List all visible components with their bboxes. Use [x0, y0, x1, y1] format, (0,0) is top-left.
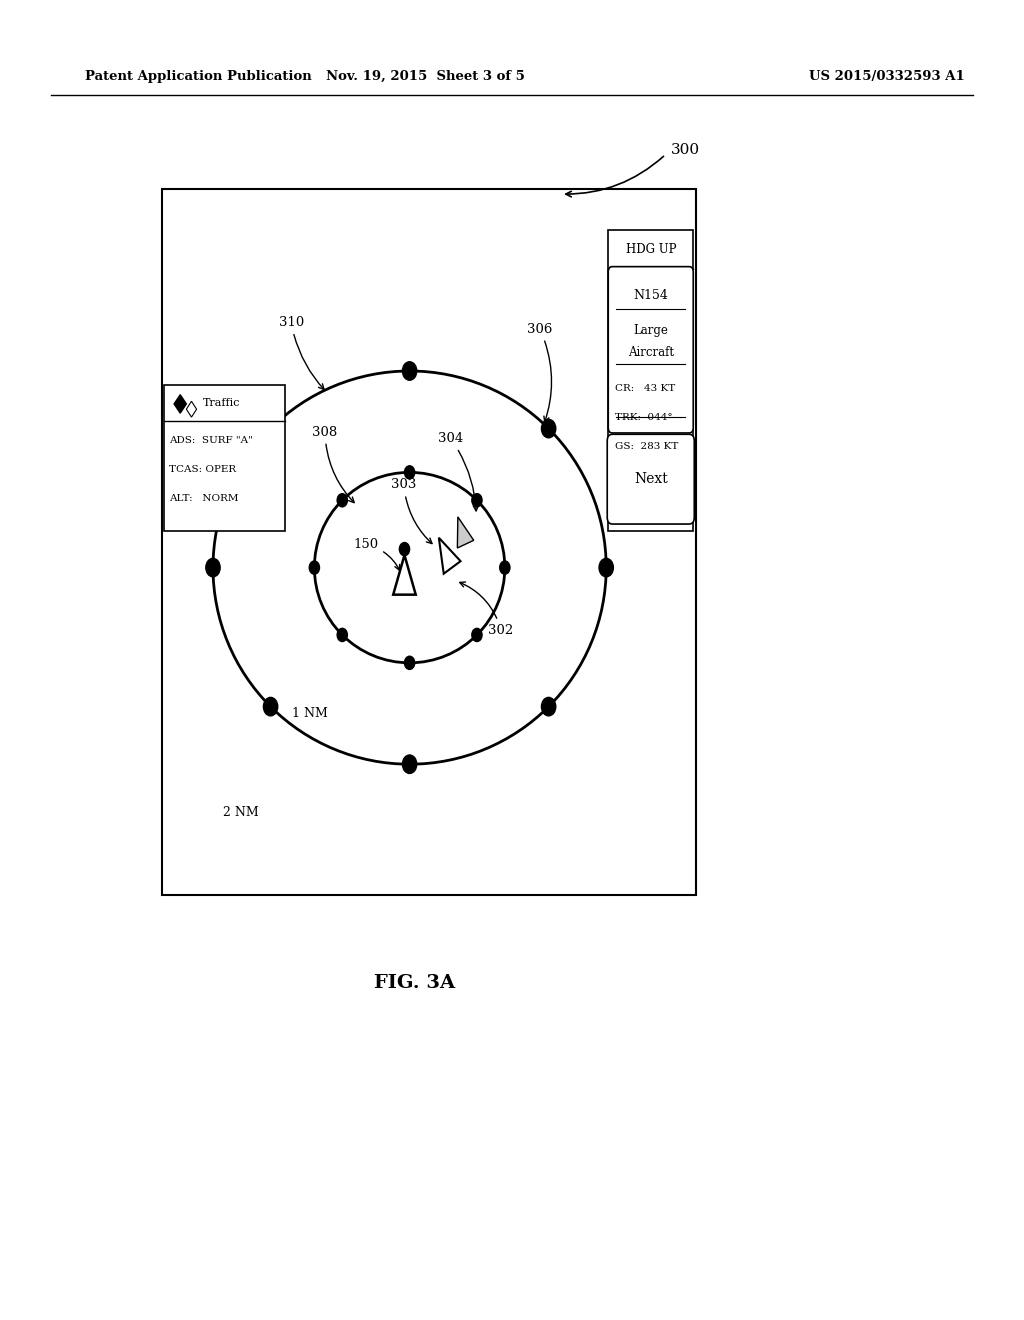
Circle shape	[309, 561, 319, 574]
Text: ADS:  SURF "A": ADS: SURF "A"	[169, 437, 253, 445]
FancyBboxPatch shape	[607, 434, 694, 524]
Circle shape	[404, 466, 415, 479]
Text: 302: 302	[460, 582, 514, 636]
Text: Patent Application Publication: Patent Application Publication	[85, 70, 311, 83]
Bar	[162, 189, 696, 895]
Circle shape	[402, 362, 417, 380]
Circle shape	[404, 656, 415, 669]
Circle shape	[472, 628, 482, 642]
Circle shape	[472, 494, 482, 507]
Circle shape	[206, 558, 220, 577]
Text: Nov. 19, 2015  Sheet 3 of 5: Nov. 19, 2015 Sheet 3 of 5	[326, 70, 524, 83]
Text: US 2015/0332593 A1: US 2015/0332593 A1	[809, 70, 965, 83]
Text: 306: 306	[527, 322, 553, 422]
Circle shape	[263, 697, 278, 715]
Text: 2 NM: 2 NM	[223, 805, 259, 818]
Text: HDG UP: HDG UP	[626, 243, 676, 256]
Text: 310: 310	[279, 315, 324, 389]
Text: FIG. 3A: FIG. 3A	[374, 974, 456, 993]
Polygon shape	[174, 395, 186, 413]
Text: 308: 308	[312, 425, 354, 503]
Text: TRK:  044°: TRK: 044°	[615, 413, 673, 421]
Text: N154: N154	[633, 289, 669, 302]
FancyBboxPatch shape	[608, 267, 693, 433]
Circle shape	[399, 543, 410, 556]
Text: 304: 304	[438, 432, 478, 511]
Text: Next: Next	[634, 473, 668, 486]
Circle shape	[599, 558, 613, 577]
Bar	[164, 385, 285, 531]
Circle shape	[263, 420, 278, 438]
Circle shape	[500, 561, 510, 574]
Text: 300: 300	[671, 144, 699, 157]
Bar	[608, 230, 693, 531]
Text: CR:   43 KT: CR: 43 KT	[615, 384, 676, 392]
Text: 1 NM: 1 NM	[292, 706, 328, 719]
Text: ALT:   NORM: ALT: NORM	[169, 495, 239, 503]
Circle shape	[337, 494, 347, 507]
Text: GS:  283 KT: GS: 283 KT	[615, 442, 679, 450]
Text: Aircraft: Aircraft	[628, 346, 674, 359]
Circle shape	[402, 755, 417, 774]
Polygon shape	[458, 517, 474, 548]
Circle shape	[337, 628, 347, 642]
Text: 303: 303	[391, 478, 432, 544]
Circle shape	[542, 420, 556, 438]
Text: Traffic: Traffic	[203, 397, 241, 408]
Text: 150: 150	[353, 537, 399, 570]
Circle shape	[542, 697, 556, 715]
Text: TCAS: OPER: TCAS: OPER	[169, 466, 237, 474]
Text: Large: Large	[633, 323, 669, 337]
